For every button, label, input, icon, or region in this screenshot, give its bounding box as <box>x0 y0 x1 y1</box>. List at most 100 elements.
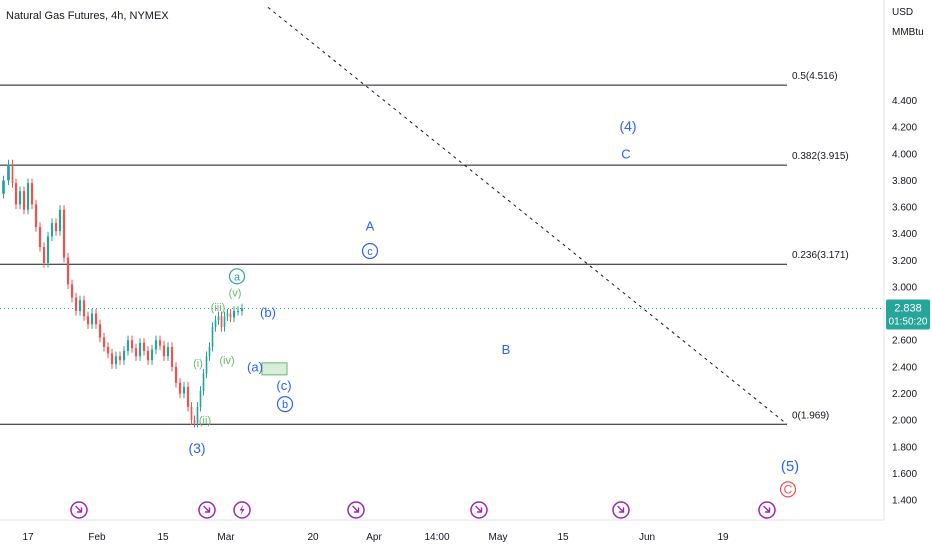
time-tick-7: May <box>489 532 508 543</box>
time-tick-1: Feb <box>88 532 106 543</box>
target-zone-box <box>261 362 288 376</box>
candle-body <box>190 406 193 421</box>
wave-label-5: (v) <box>229 287 242 299</box>
flash-event-icon[interactable] <box>233 501 251 519</box>
price-tick-14: 1.600 <box>892 469 917 480</box>
candle-body <box>42 247 46 264</box>
wave-label-circle-12 <box>361 242 379 260</box>
candle-body <box>178 382 182 394</box>
fib-label-1: 0.382(3.915) <box>792 151 849 162</box>
time-tick-2: 15 <box>157 532 169 543</box>
wave-label-1: (ii) <box>199 415 211 427</box>
candle-body <box>134 348 138 357</box>
candle-body <box>122 350 126 361</box>
price-tick-9: 2.600 <box>892 336 917 347</box>
candle-body <box>217 316 220 321</box>
fib-label-0: 0.5(4.516) <box>792 71 838 82</box>
fibonacci-levels: 0.5(4.516) 0.382(3.915) 0.236(3.171) 0(1.96… <box>0 71 849 425</box>
candle-body <box>34 204 38 228</box>
candle-body <box>220 316 223 327</box>
candle-body <box>150 349 154 361</box>
time-tick-9: Jun <box>639 532 655 543</box>
price-axis-unit-mmbtu: MMBtu <box>892 27 924 38</box>
candle-body <box>126 340 130 351</box>
candle-body <box>236 310 240 312</box>
price-tick-13: 1.800 <box>892 442 917 453</box>
split-event-icon[interactable] <box>347 501 365 519</box>
wave-label-circle-10 <box>276 396 294 413</box>
candle-body <box>196 406 199 423</box>
time-tick-6: 14:00 <box>424 532 449 543</box>
candle-body <box>30 183 34 205</box>
candle-body <box>46 236 50 264</box>
wave-label-13: B <box>502 342 511 357</box>
dashed-trendline <box>267 6 788 425</box>
last-price-countdown: 01:50:20 <box>889 317 928 328</box>
price-tick-1: 4.200 <box>892 123 917 134</box>
candle-body <box>166 346 170 357</box>
candle-body <box>90 313 94 325</box>
candle-body <box>186 386 190 407</box>
split-event-icon[interactable] <box>612 501 630 519</box>
candle-body <box>114 356 118 365</box>
candle-body <box>66 257 70 285</box>
candle-body <box>146 350 150 361</box>
price-tick-11: 2.200 <box>892 389 917 400</box>
time-tick-10: 19 <box>717 532 729 543</box>
candle-body <box>232 310 236 318</box>
candle-body <box>11 164 14 184</box>
wave-label-7: (b) <box>260 305 276 320</box>
candle-body <box>174 366 178 383</box>
wave-label-15: C <box>621 146 630 161</box>
candle-body <box>62 209 66 258</box>
chart-title: Natural Gas Futures, 4h, NYMEX <box>6 10 169 22</box>
candle-body <box>106 346 110 354</box>
price-tick-5: 3.400 <box>892 229 917 240</box>
time-tick-8: 15 <box>557 532 569 543</box>
split-event-icon[interactable] <box>758 501 776 519</box>
candle-body <box>205 356 208 374</box>
price-tick-4: 3.600 <box>892 203 917 214</box>
wave-label-10: b <box>282 399 288 411</box>
time-tick-0: 17 <box>22 532 34 543</box>
price-tick-15: 1.400 <box>892 496 917 507</box>
price-tick-7: 3.000 <box>892 282 917 293</box>
split-event-icon[interactable] <box>70 501 88 519</box>
split-event-icon[interactable] <box>198 501 216 519</box>
candle-body <box>223 316 226 327</box>
last-price-badge: 2.838 01:50:20 <box>886 299 930 330</box>
trendline-layer <box>267 6 788 425</box>
candle-body <box>18 191 22 205</box>
fib-label-3: 0(1.969) <box>792 410 829 421</box>
candle-body <box>118 356 122 361</box>
time-tick-4: 20 <box>307 532 319 543</box>
price-series <box>2 159 288 428</box>
wave-label-16: (5) <box>781 458 799 475</box>
candle-body <box>74 297 78 311</box>
wave-labels: (3) (ii) (i) (iv) (iii)(v) a (b) (a) (c) b Ac B (4) C… <box>188 118 799 498</box>
candle-body <box>70 284 74 298</box>
wave-label-2: (i) <box>193 358 203 370</box>
candle-body <box>2 180 5 194</box>
price-tick-0: 4.400 <box>892 96 917 107</box>
candle-body <box>142 342 146 351</box>
wave-label-12: c <box>367 246 373 258</box>
candle-body <box>98 324 102 338</box>
wave-label-circle-17 <box>779 481 797 498</box>
candle-body <box>208 346 211 357</box>
candle-body <box>170 346 174 367</box>
candle-body <box>50 223 54 237</box>
last-price-badge-box <box>886 299 930 330</box>
wave-label-4: (iii) <box>211 302 226 314</box>
wave-label-17: C <box>784 483 793 497</box>
candle-body <box>240 308 244 311</box>
wave-label-8: (a) <box>247 360 263 375</box>
candle-body <box>54 223 58 232</box>
split-event-icon[interactable] <box>470 501 488 519</box>
event-markers <box>70 501 776 519</box>
candle-body <box>199 390 202 407</box>
candle-body <box>229 313 232 318</box>
price-tick-6: 3.200 <box>892 256 917 267</box>
